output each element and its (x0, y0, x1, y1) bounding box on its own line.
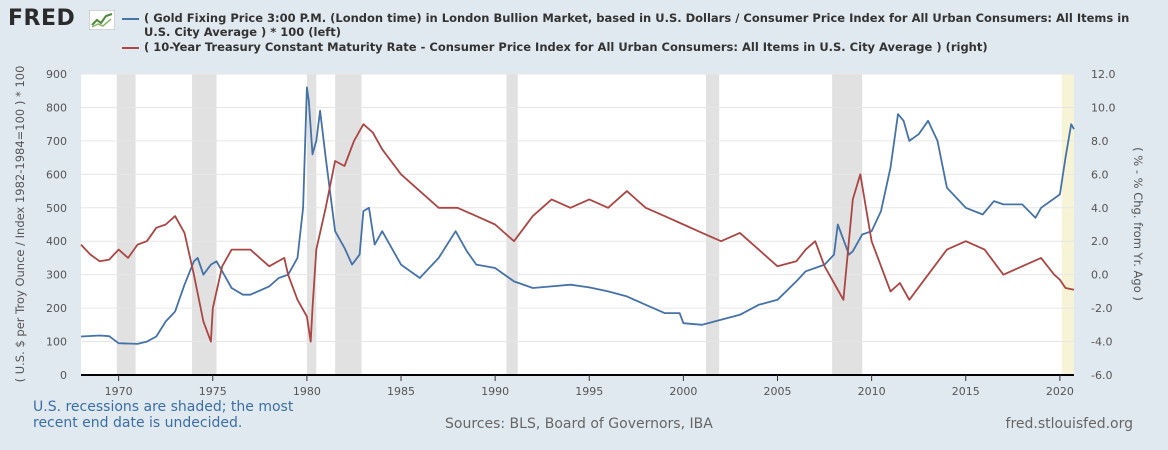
recession-band-current (1061, 74, 1074, 375)
x-tick-label: 2020 (1046, 385, 1074, 398)
y-tick-label-left: 300 (46, 269, 67, 282)
y-axis-label-left: ( U.S. $ per Troy Ounce / Index 1982-198… (13, 66, 27, 383)
legend-item-treasury[interactable]: ( 10-Year Treasury Constant Maturity Rat… (122, 40, 1132, 54)
y-tick-label-right: 8.0 (1091, 135, 1109, 148)
recession-band (306, 74, 317, 375)
y-tick-label-left: 200 (46, 302, 67, 315)
y-tick-label-right: 2.0 (1091, 235, 1109, 248)
y-tick-label-right: 6.0 (1091, 168, 1109, 181)
site-link[interactable]: fred.stlouisfed.org (1005, 416, 1133, 432)
x-tick-label: 1995 (575, 385, 603, 398)
y-tick-label-left: 700 (46, 135, 67, 148)
fred-logo[interactable]: FRED (8, 6, 76, 31)
y-tick-label-right: -6.0 (1091, 369, 1112, 382)
series-line-treasury (80, 123, 1075, 343)
legend-swatch-gold (122, 18, 139, 20)
y-tick-label-left: 900 (46, 68, 67, 81)
x-tick-label: 1970 (105, 385, 133, 398)
legend-swatch-treasury (122, 47, 139, 49)
recession-note: U.S. recessions are shaded; the most rec… (33, 399, 294, 431)
x-tick-label: 2010 (858, 385, 886, 398)
tick-labels: 0 100 200 300 400 500 600 700 800 900 -6.0 -4.0 -2.0… (46, 68, 1116, 398)
sources-text: Sources: BLS, Board of Governors, IBA (445, 416, 713, 432)
series-line-gold (80, 86, 1075, 345)
x-tick-label: 2015 (952, 385, 980, 398)
y-tick-label-left: 500 (46, 202, 67, 215)
legend-label-treasury: ( 10-Year Treasury Constant Maturity Rat… (144, 40, 988, 54)
y-tick-label-right: 12.0 (1091, 68, 1116, 81)
recession-band (506, 74, 518, 375)
recession-band (116, 74, 136, 375)
y-tick-label-right: 0.0 (1091, 269, 1109, 282)
y-tick-label-left: 400 (46, 235, 67, 248)
recession-band (832, 74, 863, 375)
recession-band (705, 74, 720, 375)
recession-band (192, 74, 217, 375)
legend-label-gold: ( Gold Fixing Price 3:00 P.M. (London ti… (144, 11, 1130, 39)
gridlines (81, 73, 1074, 343)
y-axis-label-right: ( % - % Chg. from Yr. Ago ) (1131, 147, 1145, 301)
x-tick-label: 1990 (481, 385, 509, 398)
y-tick-label-left: 800 (46, 101, 67, 114)
recession-band (335, 74, 362, 375)
x-tick-label: 2000 (669, 385, 697, 398)
legend-item-gold[interactable]: ( Gold Fixing Price 3:00 P.M. (London ti… (122, 11, 1132, 39)
x-tick-label: 2005 (764, 385, 792, 398)
x-tick-label: 1985 (387, 385, 415, 398)
plot-background (81, 74, 1074, 375)
y-tick-label-left: 0 (60, 369, 67, 382)
chart-line-icon (89, 10, 115, 30)
series-layer (80, 86, 1075, 345)
y-tick-label-right: -2.0 (1091, 302, 1112, 315)
legend: ( Gold Fixing Price 3:00 P.M. (London ti… (122, 11, 1132, 55)
x-tick-label: 1980 (293, 385, 321, 398)
y-tick-label-left: 100 (46, 336, 67, 349)
y-tick-label-right: 4.0 (1091, 202, 1109, 215)
y-tick-label-right: 10.0 (1091, 101, 1116, 114)
x-tick-label: 1975 (199, 385, 227, 398)
y-tick-label-left: 600 (46, 168, 67, 181)
y-tick-label-right: -4.0 (1091, 336, 1112, 349)
